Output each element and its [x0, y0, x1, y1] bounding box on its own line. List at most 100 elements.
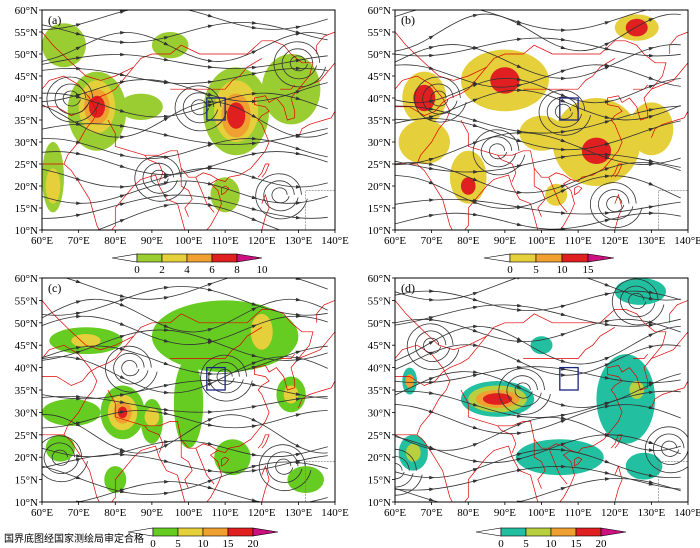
border-line — [224, 58, 262, 90]
streamline-arrow — [207, 468, 214, 473]
coastline — [610, 163, 623, 178]
streamline-vortex — [281, 48, 317, 80]
streamline — [395, 10, 649, 31]
streamline-vortex — [182, 92, 218, 124]
streamline-arrow — [163, 384, 170, 388]
panel-b: 60°E 70°E 80°E 90°E 100°E 110°E 120°E 130°E 140°… — [368, 5, 700, 276]
streamline-arrow — [428, 446, 435, 451]
shading-region — [42, 398, 101, 426]
streamline-arrow — [604, 167, 611, 171]
streamline-arrow — [604, 218, 611, 223]
streamline-arrow — [516, 138, 523, 142]
streamline-arrow — [207, 141, 214, 145]
panel-c: 60°E 70°E 80°E 90°E 100°E 110°E 120°E 130°E 140°… — [15, 273, 349, 548]
streamline-vortex — [174, 85, 228, 132]
streamline-arrow — [428, 66, 435, 70]
streamline — [42, 92, 328, 118]
lat-tick-label: 40°N — [15, 363, 38, 375]
colorbar-tick-label: 10 — [257, 264, 269, 276]
shading-region — [398, 120, 450, 164]
lat-tick-label: 35°N — [15, 115, 38, 127]
streamline-arrow — [428, 340, 435, 345]
streamline-arrow — [561, 147, 567, 152]
colorbar-tick-label: 10 — [198, 538, 210, 548]
streamline-arrow — [472, 297, 479, 302]
coastline — [298, 380, 335, 409]
streamline-arrow — [648, 53, 655, 58]
streamline-arrow — [604, 470, 611, 475]
streamline-arrow — [472, 305, 479, 310]
streamline-arrow — [163, 459, 170, 463]
colorbar-tick-label: 10 — [546, 538, 558, 548]
colorbar: 0 2 4 6 8 10 — [111, 253, 269, 276]
shading-region — [71, 334, 101, 348]
colorbar-segment — [535, 253, 563, 263]
streamline-arrow — [560, 333, 567, 337]
streamline — [395, 64, 681, 88]
lat-tick-label: 25°N — [368, 159, 391, 171]
colorbar-segment — [136, 253, 163, 263]
border-line — [395, 300, 487, 351]
coastline — [206, 62, 335, 230]
lat-tick-label: 50°N — [368, 318, 391, 330]
streamline — [42, 32, 328, 62]
streamline-arrow — [295, 297, 302, 302]
streamline-arrow — [119, 218, 126, 223]
streamline-arrow — [472, 81, 479, 85]
colorbar-segment — [252, 527, 279, 537]
streamline-arrow — [295, 350, 302, 355]
lon-tick-label: 100°E — [175, 507, 203, 519]
streamline-vortex — [589, 182, 643, 229]
lon-tick-label: 140°E — [674, 507, 700, 519]
streamline-arrow — [207, 103, 214, 108]
streamline-arrow — [120, 185, 126, 189]
streamline-arrow — [472, 200, 479, 204]
streamline-arrow — [119, 194, 126, 199]
streamline-arrow — [516, 222, 523, 227]
streamline-arrow — [517, 339, 523, 344]
streamline-arrow — [251, 498, 258, 502]
lon-tick-label: 70°E — [68, 235, 90, 247]
shading-region — [210, 177, 240, 213]
streamline-arrow — [163, 80, 170, 85]
streamline-arrow — [251, 405, 258, 409]
streamline — [42, 194, 328, 219]
study-region-box — [206, 366, 226, 391]
border-line — [42, 75, 98, 165]
lat-tick-label: 40°N — [368, 93, 391, 105]
shading-region — [413, 84, 436, 112]
streamline-arrow — [472, 370, 479, 374]
lat-tick-label: 30°N — [368, 407, 391, 419]
panel-d: 60°E 70°E 80°E 90°E 100°E 110°E 120°E 130°E 140°… — [368, 273, 700, 548]
streamline-arrow — [516, 205, 523, 210]
colorbar-segment — [161, 253, 188, 263]
streamline-arrow — [472, 343, 479, 347]
lat-tick-label: 15°N — [368, 475, 391, 487]
streamline — [42, 395, 328, 413]
streamline-arrow — [295, 185, 302, 189]
streamline-vortex — [134, 155, 187, 202]
streamline-arrow — [207, 338, 214, 342]
streamline-arrow — [472, 118, 479, 122]
lon-tick-label: 120°E — [248, 235, 276, 247]
streamline-arrow — [428, 213, 435, 218]
streamline-arrow — [163, 57, 170, 62]
streamline-arrow — [648, 128, 655, 132]
streamline-arrow — [251, 361, 258, 366]
streamline — [42, 454, 328, 473]
lat-tick-label: 60°N — [15, 5, 38, 17]
streamline-arrow — [164, 328, 170, 332]
border-line — [42, 371, 90, 386]
streamline-arrow — [251, 302, 258, 306]
streamline-arrow — [560, 487, 567, 491]
shading-region — [530, 336, 553, 355]
lat-tick-label: 10°N — [368, 225, 391, 237]
coastline — [257, 163, 270, 178]
coastline — [651, 111, 688, 138]
lat-tick-label: 30°N — [15, 407, 38, 419]
border-line — [533, 168, 546, 217]
lat-tick-label: 20°N — [15, 181, 38, 193]
streamline-arrow — [251, 382, 258, 387]
colorbar-tick-label: 20 — [248, 538, 260, 548]
streamline-vortex — [514, 382, 533, 399]
